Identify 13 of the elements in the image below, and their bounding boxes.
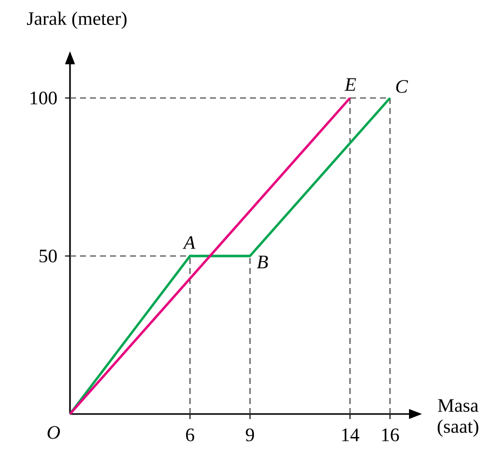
annotation: E xyxy=(344,78,356,91)
y-tick-label: 50 xyxy=(40,250,57,262)
x-tick-label: 16 xyxy=(382,428,399,442)
x-axis-title: Masa (saat) xyxy=(438,399,478,437)
x-tick-label: 6 xyxy=(186,428,194,442)
annotation: A xyxy=(182,236,196,249)
annotation: C xyxy=(396,80,408,93)
annotation: B xyxy=(256,256,268,268)
y-axis-title: Jarak (meter) xyxy=(27,12,127,29)
x-tick-label: 9 xyxy=(246,428,254,442)
x-tick-label: 14 xyxy=(342,428,360,442)
y-tick-label: 100 xyxy=(30,92,57,104)
annotation: O xyxy=(48,426,60,439)
